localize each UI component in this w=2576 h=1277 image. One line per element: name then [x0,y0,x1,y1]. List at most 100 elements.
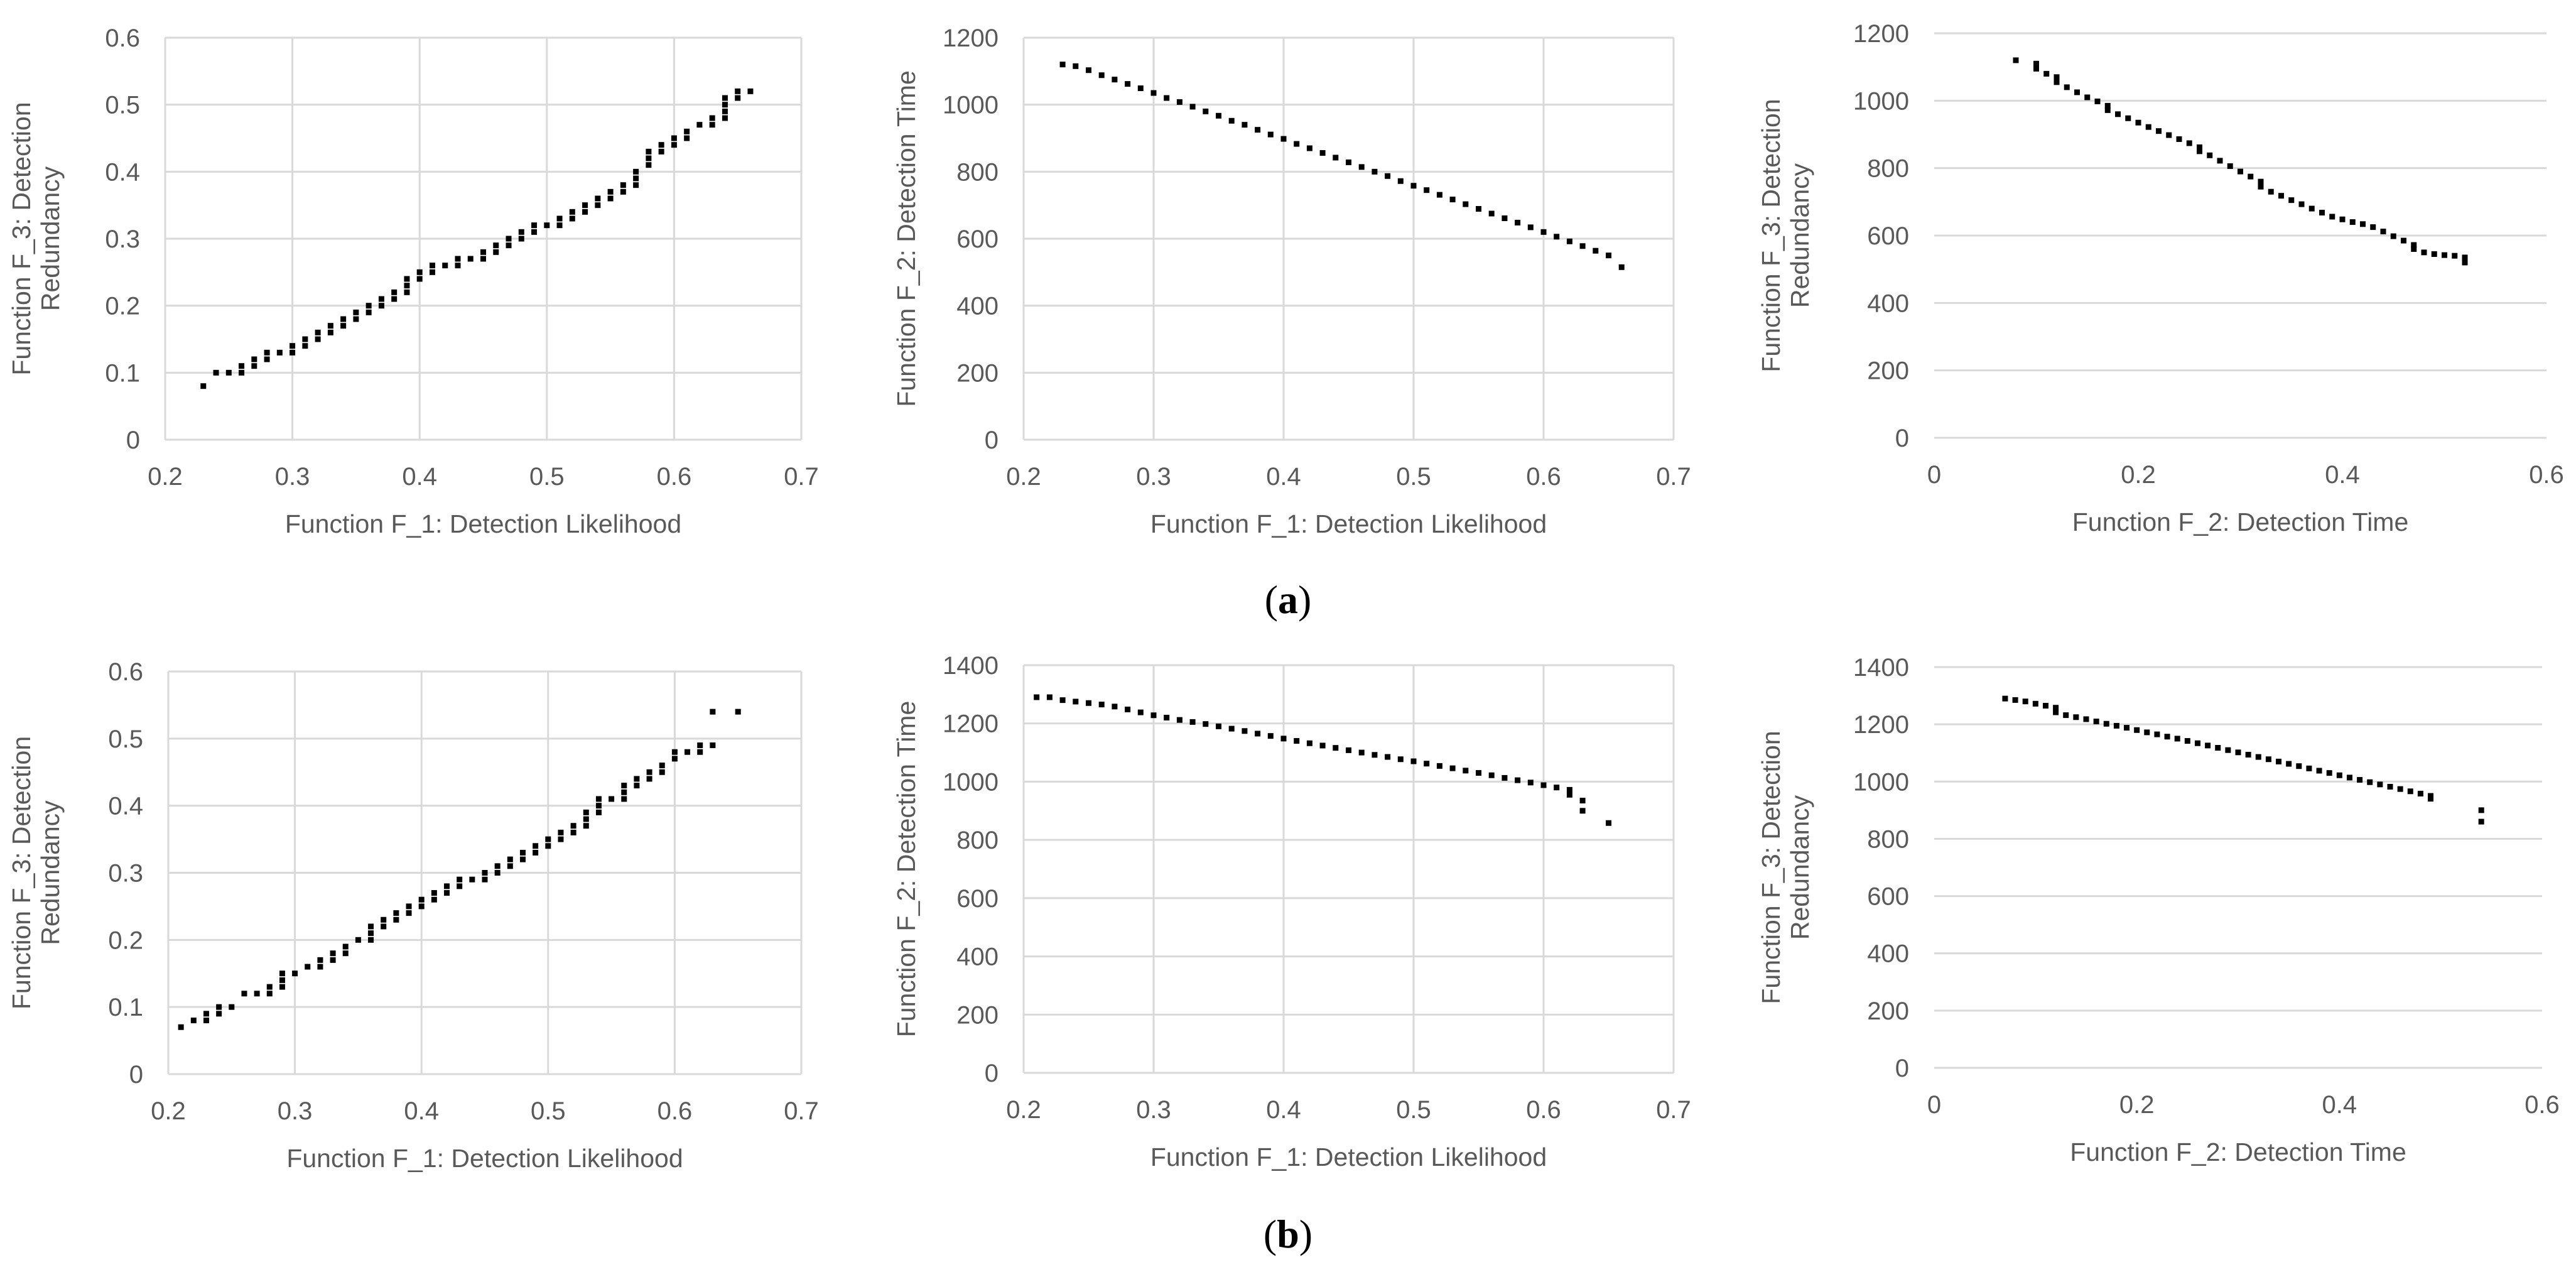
scatter-point [735,709,741,715]
scatter-point [1618,264,1625,270]
scatter-point [2184,738,2190,744]
scatter-point [710,709,716,715]
scatter-point [1579,243,1586,249]
scatter-point [2197,148,2202,155]
scatter-point [482,870,488,876]
scatter-point [2002,695,2008,702]
scatter-point [1502,774,1508,781]
scatter-point [1436,192,1442,198]
scatter-point [544,222,550,229]
scatter-point [531,222,538,229]
x-tick-label: 0.4 [1266,1096,1301,1124]
scatter-point [533,849,539,856]
chart-a1: 0 0.1 0.2 0.3 0.4 0.5 0.6 0.2 0.3 0.4 0.5 0.6 0.7 Fun… [7,24,819,538]
y-tick-label: 200 [956,1001,998,1029]
scatter-point [353,309,359,315]
y-tick-label: 1000 [943,768,998,796]
scatter-point [533,843,539,849]
x-tick-label: 0.3 [275,463,310,491]
y-tick-label: 0.3 [105,226,140,253]
scatter-point [2225,747,2231,753]
scatter-point [1255,127,1261,133]
scatter-point [327,329,333,335]
scatter-point [2194,740,2200,746]
y-axis-title: Function F_3: DetectionRedundancy [1756,731,1814,1004]
scatter-point [203,1018,209,1024]
y-tick-label: 400 [956,943,998,971]
scatter-point [393,910,399,916]
x-tick-label: 0 [1927,1091,1941,1119]
scatter-point [1579,798,1586,804]
scatter-point [2186,140,2192,146]
scatter-point [2053,709,2059,715]
scatter-point [2452,253,2458,259]
scatter-point [330,950,336,957]
scatter-point [646,148,652,155]
x-tick-label: 0.4 [2325,461,2360,489]
scatter-point [1319,149,1326,156]
scatter-point [1540,229,1547,235]
scatter-point [317,964,323,970]
scatter-point [2238,168,2243,175]
scatter-point [1358,164,1365,170]
x-tick-label: 0.7 [1656,1096,1691,1124]
scatter-point [2478,818,2484,825]
scatter-point [378,303,384,309]
y-axis-title-line: Function F_3: Detection [1756,731,1785,1004]
scatter-point [404,289,410,295]
scatter-point [1566,786,1572,793]
scatter-point [2154,731,2160,737]
scatter-point [1098,72,1105,79]
scatter-point [1150,712,1157,719]
scatter-point [2387,783,2393,790]
scatter-point [1515,219,1521,226]
scatter-point [1216,723,1221,729]
scatter-point [2245,751,2251,758]
scatter-point [633,175,639,182]
caption-a: (a) [1264,577,1312,622]
scatter-point [302,336,308,342]
scatter-point [2401,237,2406,244]
scatter-point [747,88,754,94]
scatter-point [1280,136,1287,142]
scatter-point [2033,65,2039,72]
scatter-point [381,916,387,923]
scatter-point [1228,117,1235,124]
scatter-point [1059,62,1066,68]
scatter-point [2286,761,2292,767]
scatter-point [2164,734,2170,740]
scatter-point [327,323,333,329]
scatter-point [634,776,640,782]
y-tick-label: 600 [1867,883,1909,911]
scatter-point [2042,703,2048,709]
scatter-point [1554,234,1560,240]
y-axis-title: Function F_3: DetectionRedundancy [7,102,65,375]
x-tick-label: 0.3 [278,1097,313,1125]
scatter-point [317,957,323,963]
scatter-point [342,943,349,950]
scatter-point [1346,159,1351,165]
scatter-point [646,776,652,782]
x-tick-label: 0.2 [2121,461,2156,489]
scatter-point [1333,155,1339,161]
scatter-point [685,749,691,755]
scatter-point [1125,81,1131,87]
scatter-point [620,182,626,188]
scatter-point [1397,756,1404,763]
scatter-point [684,135,690,141]
scatter-point [607,195,614,202]
chart-b2: 0 200 400 600 800 1000 1200 1400 0.2 0.3 0.4 0.5 0.6… [892,652,1691,1171]
scatter-point [429,269,435,275]
x-tick-label: 0.3 [1136,463,1171,491]
scatter-point [1515,777,1521,783]
x-tick-label: 0.4 [1266,463,1301,491]
y-axis-title: Function F_2: Detection Time [892,701,921,1038]
scatter-point [2124,725,2130,731]
scatter-point [342,950,349,957]
scatter-point [646,155,652,161]
scatter-point [582,202,588,209]
scatter-point [1073,63,1079,69]
x-tick-label: 0.6 [1526,463,1561,491]
scatter-point [1137,85,1144,92]
scatter-point [2197,144,2202,150]
